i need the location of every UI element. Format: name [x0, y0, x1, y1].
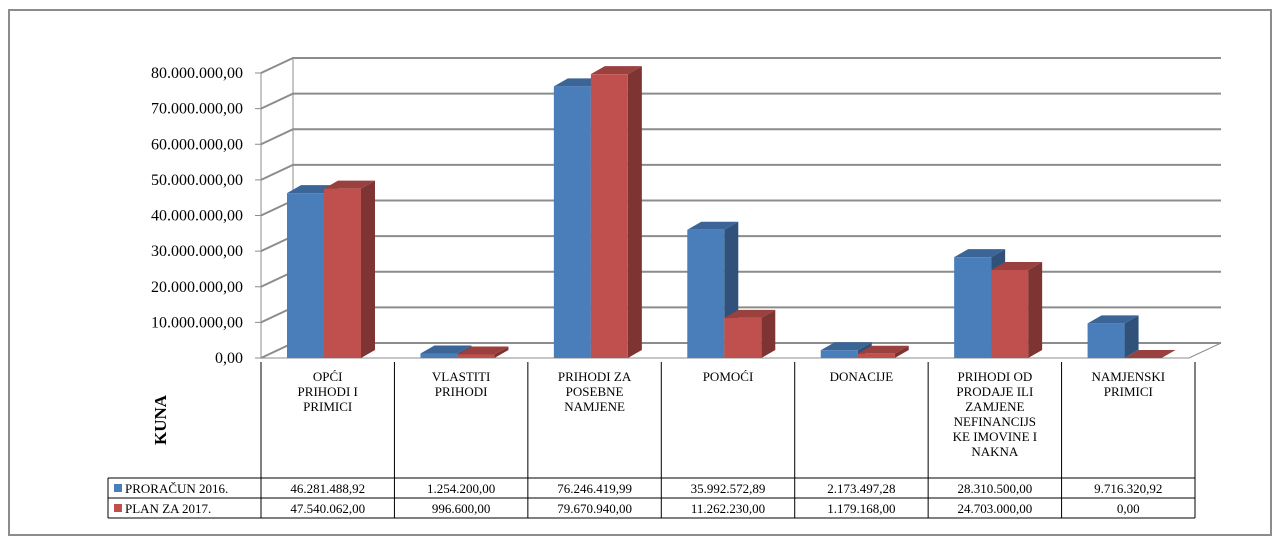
y-tick-label: 20.000.000,00 [151, 279, 243, 296]
bar-top [324, 180, 375, 189]
bar-front [991, 269, 1029, 358]
y-tick-label: 50.000.000,00 [151, 172, 243, 189]
y-tick-label: 80.000.000,00 [151, 65, 243, 82]
category-label: POMOĆI [703, 369, 754, 384]
bar-side [1028, 261, 1043, 358]
category-label: DONACIJE [830, 369, 894, 384]
category-label: VLASTITI [432, 369, 491, 384]
data-label: 47.540.062,00 [290, 501, 365, 516]
data-label: 9.716.320,92 [1094, 481, 1162, 496]
category-label: PRIHODI ZA [558, 369, 632, 384]
category-label: PRIMICI [303, 399, 352, 414]
bar-front [420, 353, 458, 358]
category-label: NAMJENE [564, 399, 625, 414]
bar-top [1087, 315, 1139, 324]
bar-top [724, 309, 776, 318]
data-label: 24.703.000,00 [957, 501, 1032, 516]
data-label: 996.600,00 [432, 501, 491, 516]
bar-side [627, 66, 642, 359]
gridline [260, 199, 1221, 217]
bar-top [820, 342, 872, 351]
bar-side [894, 345, 909, 358]
bar-side [361, 180, 375, 358]
y-tick-label: 70.000.000,00 [151, 101, 243, 118]
y-axis: 0,00 10.000.000,00 20.000.000,00 30.000.000… [151, 65, 261, 367]
category-label: NAMJENSKI [1091, 369, 1165, 384]
data-label: 11.262.230,00 [691, 501, 765, 516]
bar-side [1124, 315, 1139, 358]
data-label: 35.992.572,89 [691, 481, 766, 496]
legend-key [114, 504, 122, 512]
category-label: PRIHODI I [298, 384, 358, 399]
gridline [260, 163, 1221, 181]
bar-front [954, 257, 992, 358]
data-label: 1.179.168,00 [827, 501, 895, 516]
category-label: PRIMICI [1104, 384, 1153, 399]
bar-top [590, 66, 642, 75]
bars [287, 66, 1176, 359]
bar-front [287, 193, 324, 358]
data-label: 79.670.940,00 [557, 501, 632, 516]
bar-front [857, 353, 895, 358]
category-label: NAKNA [971, 444, 1019, 459]
data-label: 28.310.500,00 [957, 481, 1032, 496]
bar-front [820, 350, 858, 358]
bar-front [590, 74, 628, 359]
bar-plan-2017 [991, 261, 1043, 358]
bar-front [1087, 323, 1125, 358]
gridline [260, 235, 1221, 253]
bar-top [954, 249, 1006, 258]
gridline [260, 128, 1221, 146]
y-tick-label: 10.000.000,00 [151, 314, 243, 331]
bar-top [991, 261, 1043, 270]
bar-top [457, 346, 509, 355]
bar-side [761, 309, 776, 358]
bar-front [553, 86, 591, 358]
bar-plan-2017 [324, 180, 375, 358]
category-label: OPĆI [313, 369, 343, 384]
y-tick-label: 0,00 [215, 350, 243, 367]
bar-plan-2017 [457, 346, 509, 358]
bar-plan-2017 [857, 345, 909, 358]
bar-front [324, 188, 361, 358]
bar-front [457, 354, 495, 358]
data-label: 46.281.488,92 [290, 481, 365, 496]
bar-side [494, 346, 509, 358]
bar-plan-2017 [590, 66, 642, 359]
legend-key [114, 484, 122, 492]
chart-frame [8, 9, 1272, 536]
bar-proracun-2016 [1087, 315, 1139, 358]
category-label: POSEBNE [566, 384, 624, 399]
legend-series-name: PRORAČUN 2016. [125, 481, 228, 496]
bar-top [420, 345, 472, 354]
y-axis-label: KUNA [151, 394, 170, 445]
bar-front [724, 317, 762, 358]
category-label: ZAMJENE [965, 399, 1024, 414]
category-label: PRIHODI [435, 384, 488, 399]
category-label: KE IMOVINE I [953, 429, 1037, 444]
data-label: 2.173.497,28 [827, 481, 895, 496]
bar-front [687, 229, 725, 358]
category-label: NEFINANCIJS [954, 414, 1036, 429]
bar-top [857, 345, 909, 354]
bar-top [1124, 350, 1176, 358]
data-label: 1.254.200,00 [427, 481, 495, 496]
bar-plan-2017 [724, 309, 776, 358]
bar-top [687, 221, 739, 230]
y-tick-label: 40.000.000,00 [151, 208, 243, 225]
gridline [260, 57, 1221, 74]
category-label: PRODAJE ILI [956, 384, 1033, 399]
y-tick-label: 60.000.000,00 [151, 136, 243, 153]
data-label: 76.246.419,99 [557, 481, 632, 496]
gridline [260, 92, 1221, 110]
gridline [260, 270, 1221, 288]
y-tick-label: 30.000.000,00 [151, 243, 243, 260]
legend-series-name: PLAN ZA 2017. [125, 501, 211, 516]
bar-plan-2017 [1124, 350, 1176, 358]
category-label: PRIHODI OD [957, 369, 1032, 384]
data-label: 0,00 [1117, 501, 1140, 516]
